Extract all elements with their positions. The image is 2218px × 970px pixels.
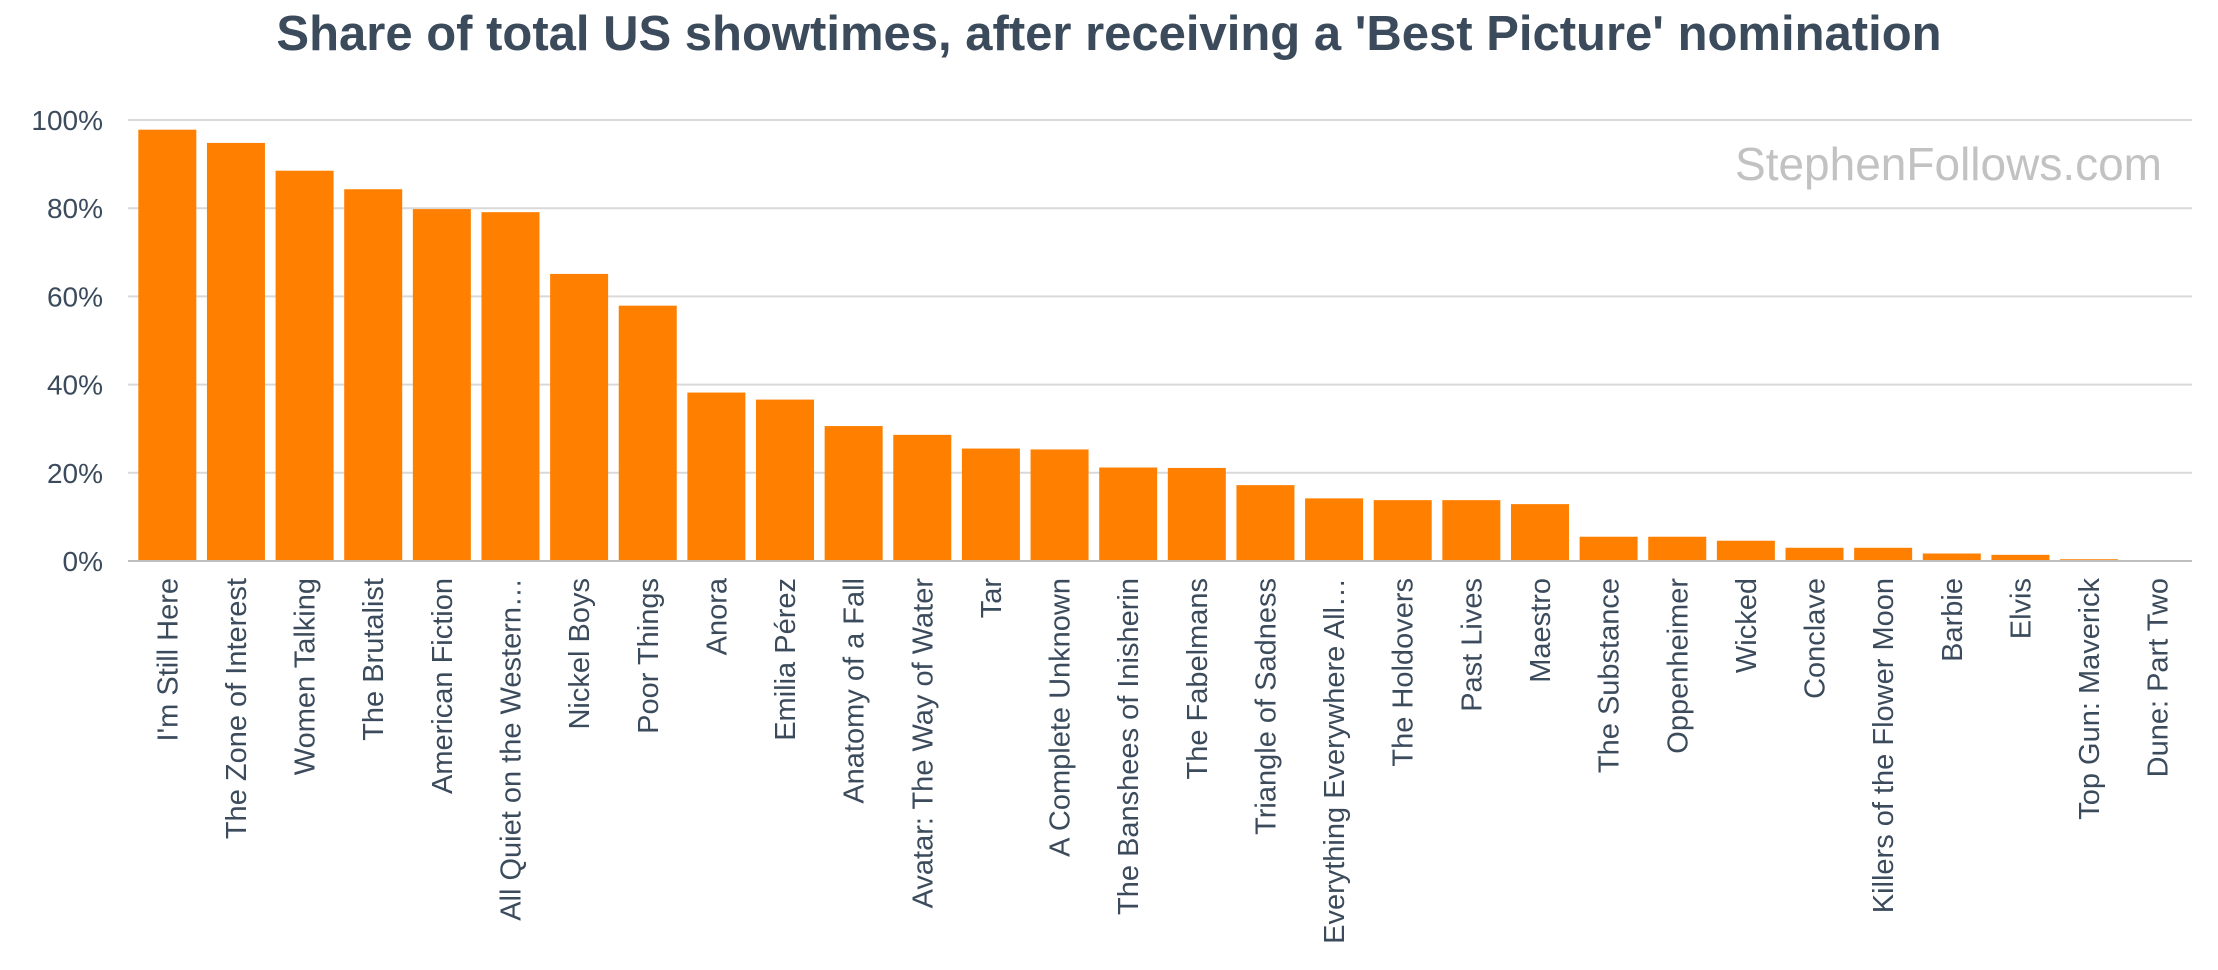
- bar: [1922, 553, 1981, 561]
- x-category-label: Dune: Part Two: [2143, 578, 2175, 777]
- x-category-label: All Quiet on the Western…: [495, 578, 527, 921]
- x-category-label: Everything Everywhere All…: [1319, 578, 1351, 944]
- gridlines: [128, 119, 2192, 474]
- chart-title: Share of total US showtimes, after recei…: [276, 7, 1941, 61]
- bar: [1305, 498, 1364, 561]
- bar: [1510, 504, 1569, 561]
- x-category-label: Women Talking: [290, 578, 322, 775]
- bar: [481, 212, 540, 561]
- x-category-label: Wicked: [1731, 578, 1763, 673]
- x-axis-category-labels: I'm Still Here The Zone of Interest Women …: [152, 577, 2174, 944]
- y-tick-label: 40%: [47, 370, 103, 401]
- x-category-label: Emilia Pérez: [770, 578, 802, 741]
- bar: [893, 434, 952, 561]
- bar: [1648, 536, 1707, 561]
- watermark: StephenFollows.com: [1735, 138, 2162, 190]
- bar: [1373, 500, 1432, 561]
- bar: [824, 426, 883, 561]
- x-category-label: Nickel Boys: [564, 578, 596, 730]
- x-category-label: American Fiction: [427, 578, 459, 794]
- x-category-label: Maestro: [1525, 578, 1557, 683]
- x-category-label: Triangle of Sadness: [1250, 578, 1282, 835]
- x-category-label: Past Lives: [1456, 578, 1488, 712]
- y-axis-tick-labels: 0% 20% 40% 60% 80% 100%: [31, 105, 103, 577]
- y-tick-label: 80%: [47, 193, 103, 224]
- x-category-label: Anora: [701, 577, 733, 655]
- x-category-label: Barbie: [1937, 578, 1969, 662]
- x-category-label: The Holdovers: [1388, 578, 1420, 767]
- bar: [1716, 540, 1775, 561]
- x-category-label: A Complete Unknown: [1045, 578, 1077, 857]
- bar: [618, 305, 677, 561]
- y-tick-label: 60%: [47, 281, 103, 312]
- bar: [1167, 467, 1226, 561]
- bar: [687, 392, 746, 561]
- x-category-label: I'm Still Here: [152, 578, 184, 741]
- x-category-label: The Brutalist: [358, 578, 390, 741]
- bar: [1099, 467, 1158, 561]
- bar: [756, 399, 815, 561]
- bar: [1854, 547, 1913, 561]
- x-category-label: The Zone of Interest: [221, 578, 253, 839]
- bar: [961, 448, 1020, 561]
- x-category-label: Oppenheimer: [1662, 578, 1694, 754]
- x-category-label: Avatar: The Way of Water: [907, 578, 939, 909]
- x-category-label: Top Gun: Maverick: [2074, 578, 2106, 820]
- bars: [138, 129, 2119, 561]
- y-tick-label: 100%: [31, 105, 103, 136]
- x-category-label: The Fabelmans: [1182, 578, 1214, 780]
- x-category-label: Poor Things: [633, 578, 665, 734]
- x-category-label: The Substance: [1594, 578, 1626, 773]
- bar: [275, 170, 334, 561]
- bar: [1579, 536, 1638, 561]
- bar: [1785, 547, 1844, 561]
- y-tick-label: 0%: [63, 546, 103, 577]
- bar: [1236, 485, 1295, 561]
- x-category-label: Conclave: [1800, 578, 1832, 699]
- bar: [1030, 449, 1089, 561]
- x-category-label: Elvis: [2005, 578, 2037, 639]
- x-category-label: Tar: [976, 578, 1008, 619]
- x-category-label: The Banshees of Inisherin: [1113, 578, 1145, 915]
- bar: [1442, 500, 1501, 561]
- y-tick-label: 20%: [47, 458, 103, 489]
- bar: [344, 189, 403, 561]
- x-category-label: Killers of the Flower Moon: [1868, 578, 1900, 913]
- bar: [206, 142, 265, 561]
- bar: [550, 273, 609, 561]
- bar: [412, 209, 471, 561]
- x-category-label: Anatomy of a Fall: [839, 578, 871, 804]
- bar: [1991, 554, 2050, 561]
- bar: [138, 129, 197, 561]
